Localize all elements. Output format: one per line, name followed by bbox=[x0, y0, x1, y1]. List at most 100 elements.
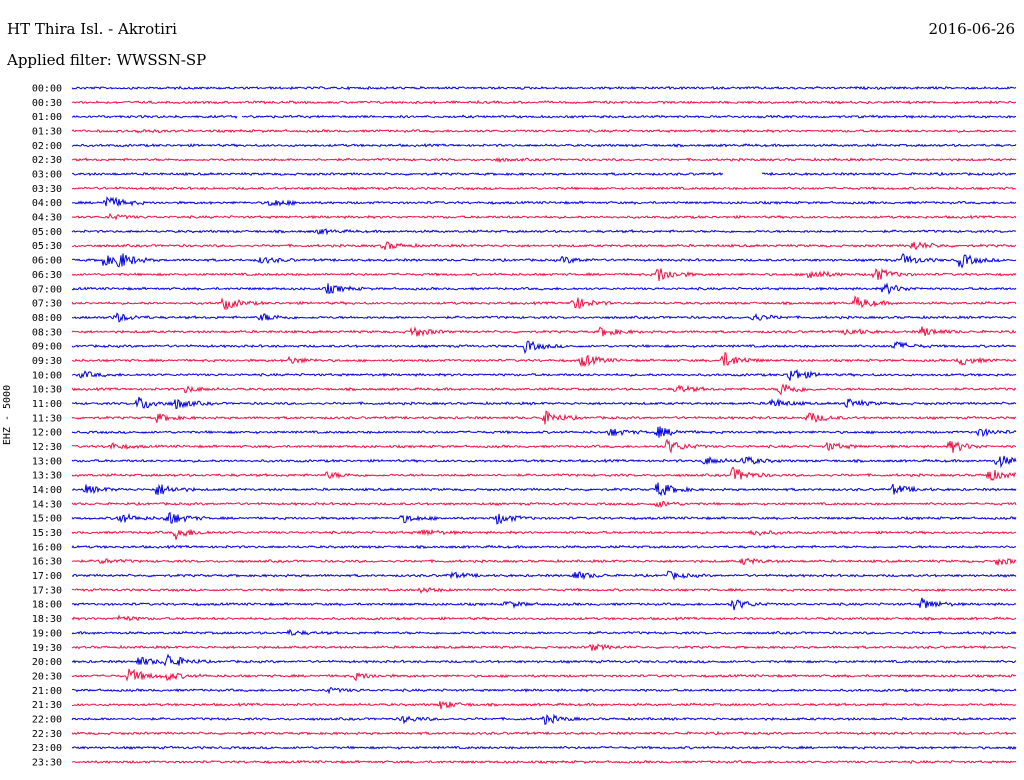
trace-0530 bbox=[71, 241, 1017, 251]
trace-2230 bbox=[71, 730, 1017, 736]
time-label: 02:00 bbox=[32, 141, 62, 152]
filter-label: Applied filter: WWSSN-SP bbox=[7, 51, 207, 69]
time-label: 23:30 bbox=[32, 757, 62, 768]
trace-0100 bbox=[71, 114, 1016, 119]
time-label: 04:30 bbox=[32, 213, 62, 224]
time-label: 06:00 bbox=[32, 256, 62, 267]
trace-2300 bbox=[71, 745, 1017, 750]
trace-1030 bbox=[71, 383, 1017, 396]
time-label: 16:00 bbox=[32, 542, 62, 553]
time-label: 20:00 bbox=[32, 657, 62, 668]
time-label: 13:00 bbox=[32, 456, 62, 467]
time-label: 10:30 bbox=[32, 385, 62, 396]
trace-0830 bbox=[71, 326, 1017, 337]
trace-1300 bbox=[71, 455, 1017, 469]
trace-1330 bbox=[71, 466, 1017, 482]
time-label: 22:30 bbox=[32, 729, 62, 740]
trace-1730 bbox=[71, 586, 1017, 594]
time-label: 05:00 bbox=[32, 227, 62, 238]
time-label: 18:30 bbox=[32, 614, 62, 625]
trace-0400 bbox=[71, 196, 1017, 208]
trace-1500 bbox=[71, 511, 1017, 525]
time-label: 22:00 bbox=[32, 714, 62, 725]
trace-0430 bbox=[71, 212, 1017, 221]
trace-0330 bbox=[71, 186, 1017, 191]
trace-1630 bbox=[71, 557, 1017, 566]
time-label: 14:30 bbox=[32, 499, 62, 510]
time-label: 00:30 bbox=[32, 98, 62, 109]
trace-1200 bbox=[71, 426, 1017, 438]
time-label: 21:00 bbox=[32, 686, 62, 697]
time-label: 04:00 bbox=[32, 198, 62, 209]
trace-2030 bbox=[71, 668, 1017, 682]
time-label: 20:30 bbox=[32, 671, 62, 682]
time-label: 12:30 bbox=[32, 442, 62, 453]
time-label: 08:30 bbox=[32, 327, 62, 338]
time-label: 23:00 bbox=[32, 743, 62, 754]
trace-1700 bbox=[71, 570, 1017, 581]
time-label: 02:30 bbox=[32, 155, 62, 166]
time-label: 19:00 bbox=[32, 628, 62, 639]
record-date: 2016-06-26 bbox=[928, 20, 1015, 38]
time-label: 08:00 bbox=[32, 313, 62, 324]
trace-0630 bbox=[71, 267, 1017, 282]
trace-2130 bbox=[71, 700, 1017, 710]
trace-0700 bbox=[71, 282, 1017, 295]
trace-1230 bbox=[71, 438, 1016, 455]
time-label: 17:30 bbox=[32, 585, 62, 596]
time-label: 14:00 bbox=[32, 485, 62, 496]
trace-1130 bbox=[71, 410, 1017, 425]
time-label: 05:30 bbox=[32, 241, 62, 252]
trace-0000 bbox=[71, 85, 1017, 91]
trace-1930 bbox=[71, 643, 1017, 652]
trace-2200 bbox=[71, 713, 1017, 725]
trace-0200 bbox=[71, 142, 1017, 148]
trace-1400 bbox=[71, 482, 1017, 497]
trace-0800 bbox=[71, 312, 1017, 323]
trace-0930 bbox=[71, 352, 1017, 368]
trace-0900 bbox=[71, 340, 1017, 355]
trace-1000 bbox=[71, 368, 1017, 381]
trace-1530 bbox=[71, 528, 1017, 540]
time-label: 06:30 bbox=[32, 270, 62, 281]
time-label: 01:30 bbox=[32, 127, 62, 138]
trace-2100 bbox=[71, 686, 1017, 695]
trace-2000 bbox=[71, 653, 1017, 667]
trace-1100 bbox=[71, 396, 1017, 409]
trace-1430 bbox=[71, 500, 1017, 509]
trace-0500 bbox=[71, 228, 1017, 236]
time-label: 00:00 bbox=[32, 84, 62, 95]
time-label: 03:00 bbox=[32, 170, 62, 181]
time-label: 11:30 bbox=[32, 413, 62, 424]
time-label: 12:00 bbox=[32, 428, 62, 439]
time-label: 17:00 bbox=[32, 571, 62, 582]
time-label: 21:30 bbox=[32, 700, 62, 711]
trace-0600 bbox=[71, 253, 1017, 269]
time-label: 19:30 bbox=[32, 643, 62, 654]
trace-1600 bbox=[71, 544, 1017, 550]
time-label: 11:00 bbox=[32, 399, 62, 410]
time-label: 13:30 bbox=[32, 471, 62, 482]
time-label: 10:00 bbox=[32, 370, 62, 381]
time-label: 18:00 bbox=[32, 600, 62, 611]
time-label: 07:00 bbox=[32, 284, 62, 295]
time-label: 09:30 bbox=[32, 356, 62, 367]
trace-1830 bbox=[71, 614, 1017, 622]
trace-0730 bbox=[71, 295, 1017, 311]
trace-0230 bbox=[71, 156, 1017, 164]
trace-0300 bbox=[71, 171, 1017, 177]
trace-0130 bbox=[71, 128, 1017, 134]
trace-2330 bbox=[71, 759, 1017, 765]
station-title: HT Thira Isl. - Akrotiri bbox=[7, 20, 177, 38]
time-label: 15:30 bbox=[32, 528, 62, 539]
time-label: 16:30 bbox=[32, 557, 62, 568]
time-label: 09:00 bbox=[32, 342, 62, 353]
time-label: 07:30 bbox=[32, 299, 62, 310]
trace-1800 bbox=[71, 597, 1017, 611]
time-label: 03:30 bbox=[32, 184, 62, 195]
trace-0030 bbox=[71, 99, 1017, 105]
time-label: 01:00 bbox=[32, 112, 62, 123]
trace-1900 bbox=[71, 628, 1017, 636]
time-label: 15:00 bbox=[32, 514, 62, 525]
